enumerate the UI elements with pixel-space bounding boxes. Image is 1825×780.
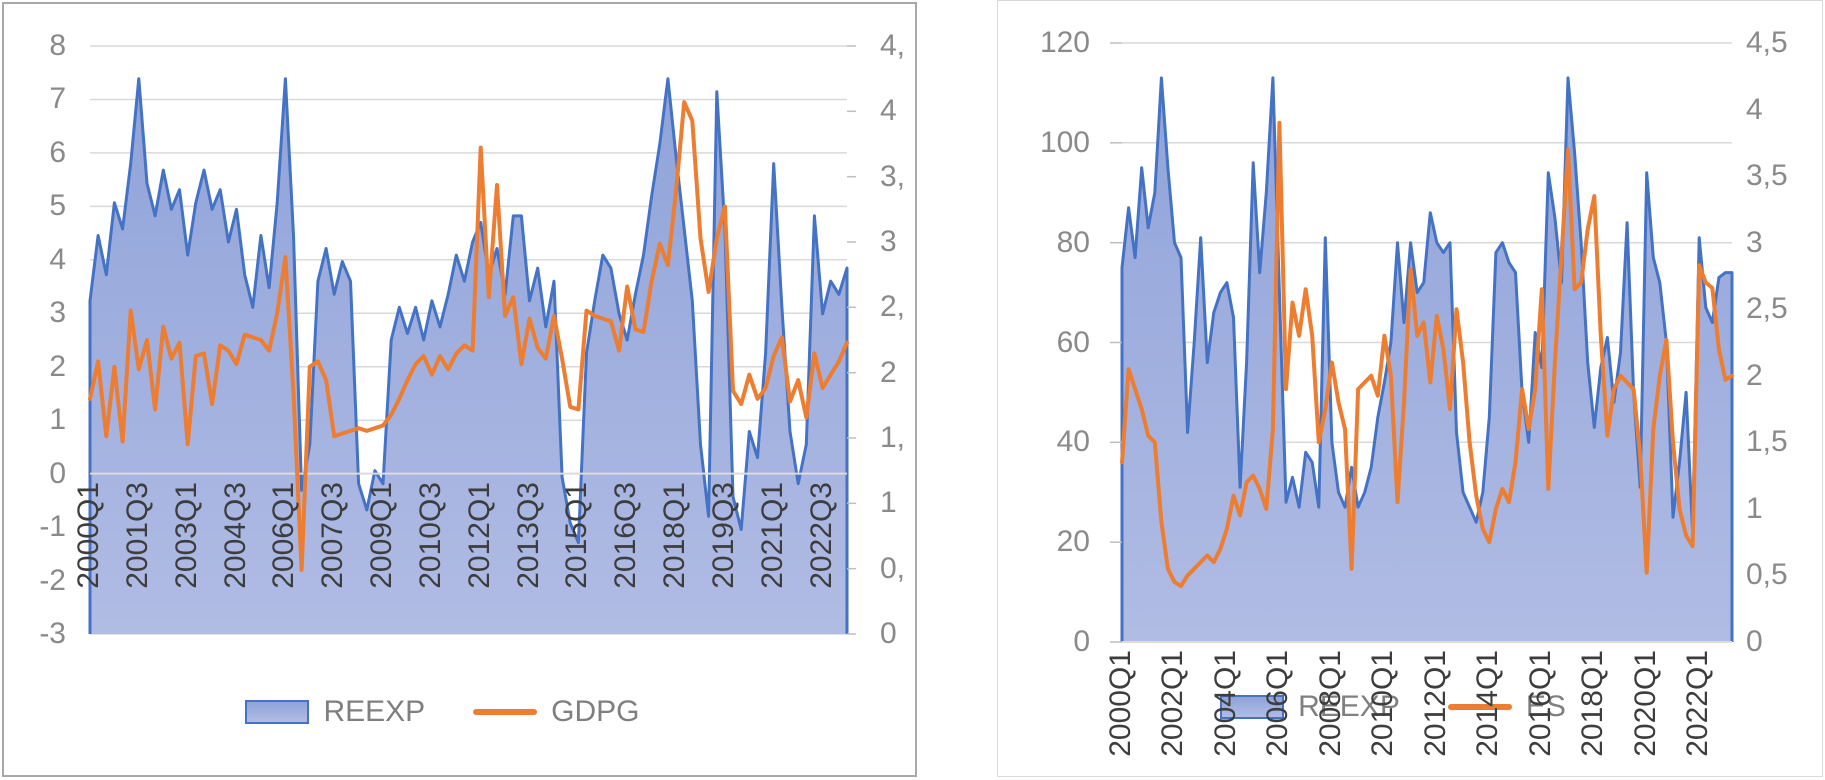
y-axis-label-left: 8 bbox=[49, 29, 66, 62]
legend-swatch-reexp-2 bbox=[1220, 695, 1285, 719]
right-chart-legend: REEXP ES bbox=[998, 690, 1822, 724]
y-axis-label-left: 40 bbox=[1056, 425, 1090, 459]
y-axis-label-left: 0 bbox=[1073, 625, 1090, 658]
x-axis-label: 2016Q3 bbox=[609, 481, 643, 589]
right-chart-panel: REEXP ES 120 100 80 60 40 20 0 4,5 4 3,5 3 2,5 2 1,5 1… bbox=[997, 0, 1823, 777]
x-axis-label: 2022Q1 bbox=[1681, 650, 1715, 757]
x-axis-label: 2013Q3 bbox=[511, 481, 545, 589]
line-series-gdpg bbox=[88, 100, 849, 572]
legend-swatch-es bbox=[1447, 704, 1512, 710]
y-axis-label-left: 120 bbox=[1039, 26, 1090, 59]
x-axis-label: 2006Q1 bbox=[267, 481, 301, 589]
y-axis-label-right: 1 bbox=[1746, 491, 1763, 525]
left-chart-panel: REEXP GDPG 8 7 6 5 4 3 2 1 0 -1 -2 -3 4, 4 3, 3 2, 2 1, 1 0,… bbox=[2, 2, 917, 777]
x-axis-label: 2006Q1 bbox=[1261, 650, 1295, 757]
y-axis-label-right: 0 bbox=[1746, 625, 1763, 658]
legend-label-gdpg: GDPG bbox=[551, 695, 640, 728]
x-axis-label: 2019Q3 bbox=[706, 481, 740, 589]
x-axis-label: 2000Q1 bbox=[1104, 650, 1137, 757]
plot-area bbox=[88, 45, 856, 635]
x-axis-label: 2003Q1 bbox=[169, 481, 203, 589]
y-axis-label-right: 0 bbox=[880, 617, 897, 650]
y-axis-label-left: 0 bbox=[49, 456, 66, 490]
y-axis-label-right: 0,5 bbox=[1746, 558, 1788, 592]
legend-label-reexp: REEXP bbox=[323, 695, 426, 728]
y-axis-label-right: 3, bbox=[880, 159, 906, 193]
y-axis-label-right: 1 bbox=[880, 486, 897, 520]
y-axis-label-right: 3 bbox=[1746, 225, 1763, 259]
line-series-es bbox=[1120, 120, 1734, 589]
y-axis-label-right: 2 bbox=[880, 355, 897, 389]
legend-label-reexp-2: REEXP bbox=[1298, 690, 1400, 723]
y-axis-label-right: 4 bbox=[1746, 92, 1763, 126]
y-axis-label-left: 2 bbox=[49, 349, 66, 383]
x-axis-label: 2002Q1 bbox=[1156, 650, 1190, 757]
x-axis-label: 2018Q1 bbox=[658, 481, 692, 589]
plot-area bbox=[1110, 42, 1734, 643]
x-axis-label: 2015Q1 bbox=[560, 481, 594, 589]
y-axis-label-right: 2, bbox=[880, 290, 906, 324]
y-axis-label-right: 1, bbox=[880, 421, 906, 454]
y-axis-label-left: 5 bbox=[49, 189, 66, 223]
x-axis-label: 2022Q3 bbox=[804, 481, 838, 589]
y-axis-label-left: 7 bbox=[49, 82, 66, 116]
x-axis-label: 2012Q1 bbox=[462, 481, 496, 589]
x-axis-label: 2008Q1 bbox=[1313, 650, 1347, 757]
y-axis-label-left: 3 bbox=[49, 296, 66, 330]
legend-label-es: ES bbox=[1525, 690, 1566, 723]
x-axis-label: 2000Q1 bbox=[72, 481, 105, 589]
x-axis-label: 2001Q3 bbox=[120, 481, 154, 589]
y-axis-label-right: 4,5 bbox=[1746, 26, 1788, 59]
y-axis-label-left: 4 bbox=[49, 242, 66, 276]
y-axis-label-left: -3 bbox=[39, 617, 66, 650]
x-axis-label: 2004Q3 bbox=[218, 481, 252, 589]
left-chart-legend: REEXP GDPG bbox=[4, 695, 915, 729]
y-axis-label-right: 2 bbox=[1746, 358, 1763, 392]
y-axis-label-left: 6 bbox=[49, 135, 66, 169]
x-axis-label: 2010Q1 bbox=[1366, 650, 1400, 757]
x-axis-label: 2020Q1 bbox=[1628, 650, 1662, 757]
y-axis-label-left: 20 bbox=[1056, 525, 1090, 559]
y-axis-label-left: 60 bbox=[1056, 325, 1090, 359]
y-axis-label-right: 2,5 bbox=[1746, 292, 1788, 326]
y-axis-label-left: -2 bbox=[39, 563, 66, 597]
area-series-reexp bbox=[90, 78, 847, 634]
y-axis-label-right: 3,5 bbox=[1746, 159, 1788, 193]
x-axis-label: 2004Q1 bbox=[1208, 650, 1242, 757]
x-axis-label: 2016Q1 bbox=[1523, 650, 1557, 757]
y-axis-label-left: 100 bbox=[1039, 125, 1090, 159]
x-axis-label: 2010Q3 bbox=[413, 481, 447, 589]
x-axis-label: 2009Q1 bbox=[365, 481, 399, 589]
y-axis-label-left: 1 bbox=[49, 403, 66, 437]
y-axis-label-right: 1,5 bbox=[1746, 425, 1788, 459]
y-axis-label-right: 0, bbox=[880, 551, 906, 585]
y-axis-label-left: 80 bbox=[1056, 225, 1090, 259]
y-axis-label-left: -1 bbox=[39, 510, 66, 544]
x-axis-label: 2021Q1 bbox=[755, 481, 789, 589]
legend-swatch-gdpg bbox=[473, 709, 538, 715]
legend-swatch-reexp bbox=[245, 700, 310, 724]
x-axis-label: 2012Q1 bbox=[1418, 650, 1452, 757]
y-axis-label-right: 4 bbox=[880, 94, 897, 128]
x-axis-label: 2007Q3 bbox=[316, 481, 350, 589]
x-axis-label: 2014Q1 bbox=[1471, 650, 1505, 757]
y-axis-label-right: 4, bbox=[880, 29, 906, 62]
y-axis-label-right: 3 bbox=[880, 225, 897, 258]
x-axis-label: 2018Q1 bbox=[1576, 650, 1610, 757]
